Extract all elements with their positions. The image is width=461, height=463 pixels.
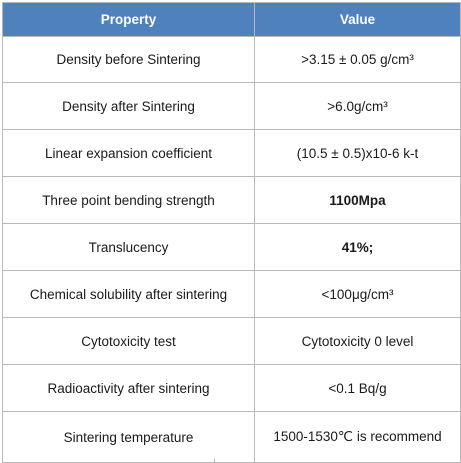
value-cell: <100μg/cm³ [254,270,461,318]
header-value: Value [254,2,461,37]
property-cell: Translucency [2,223,255,271]
property-cell: Density after Sintering [2,82,255,130]
header-row: Property Value [2,2,461,37]
table-row: Sintering temperature 1500-1530℃ is reco… [2,411,461,463]
property-cell: Radioactivity after sintering [2,364,255,412]
table-row: Density before Sintering >3.15 ± 0.05 g/… [2,36,461,83]
property-cell: Three point bending strength [2,176,255,224]
table-row: Linear expansion coefficient (10.5 ± 0.5… [2,129,461,177]
property-cell: Sintering temperature [2,411,255,463]
table-row: Radioactivity after sintering <0.1 Bq/g [2,364,461,412]
table-row: Three point bending strength 1100Mpa [2,176,461,224]
value-cell: Cytotoxicity 0 level [254,317,461,365]
table-row: Translucency 41%; [2,223,461,271]
header-property: Property [2,2,255,37]
divider-tick [214,459,215,463]
value-cell: 1100Mpa [254,176,461,224]
property-cell: Cytotoxicity test [2,317,255,365]
value-cell: 41%; [254,223,461,271]
property-cell: Chemical solubility after sintering [2,270,255,318]
value-cell: <0.1 Bq/g [254,364,461,412]
property-cell: Linear expansion coefficient [2,129,255,177]
value-cell: 1500-1530℃ is recommend [254,411,461,463]
table-row: Density after Sintering >6.0g/cm³ [2,82,461,130]
value-cell: >3.15 ± 0.05 g/cm³ [254,36,461,83]
value-cell: >6.0g/cm³ [254,82,461,130]
table-row: Chemical solubility after sintering <100… [2,270,461,318]
property-cell: Density before Sintering [2,36,255,83]
table-row: Cytotoxicity test Cytotoxicity 0 level [2,317,461,365]
value-cell: (10.5 ± 0.5)x10-6 k-t [254,129,461,177]
